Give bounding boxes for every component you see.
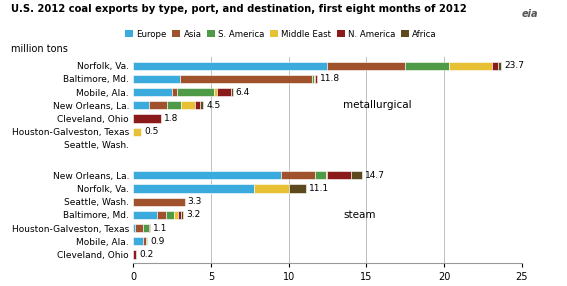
- Text: 4.5: 4.5: [206, 101, 221, 110]
- Bar: [142, 237, 146, 245]
- Bar: [133, 184, 255, 193]
- Bar: [200, 101, 203, 110]
- Bar: [448, 62, 492, 70]
- Bar: [133, 128, 141, 136]
- Bar: [351, 171, 362, 179]
- Bar: [142, 224, 149, 232]
- Bar: [314, 75, 315, 83]
- Bar: [133, 75, 180, 83]
- Bar: [328, 171, 351, 179]
- Bar: [196, 101, 200, 110]
- Bar: [405, 62, 448, 70]
- Bar: [498, 62, 501, 70]
- Text: eia: eia: [522, 9, 539, 19]
- Bar: [231, 88, 232, 96]
- Bar: [135, 224, 142, 232]
- Bar: [172, 88, 177, 96]
- Bar: [315, 171, 326, 179]
- Bar: [133, 114, 161, 123]
- Text: 11.8: 11.8: [320, 74, 340, 84]
- Bar: [492, 62, 498, 70]
- Text: 11.1: 11.1: [309, 184, 329, 193]
- Bar: [312, 75, 314, 83]
- Bar: [181, 101, 196, 110]
- Bar: [149, 101, 167, 110]
- Text: steam: steam: [343, 210, 375, 220]
- Text: 3.2: 3.2: [186, 210, 200, 219]
- Bar: [133, 224, 135, 232]
- Bar: [178, 211, 181, 219]
- Bar: [167, 101, 181, 110]
- Bar: [133, 88, 172, 96]
- Bar: [133, 62, 328, 70]
- Bar: [133, 211, 156, 219]
- Text: 14.7: 14.7: [365, 171, 385, 180]
- Text: 1.8: 1.8: [164, 114, 179, 123]
- Text: 6.4: 6.4: [236, 88, 250, 97]
- Bar: [328, 62, 405, 70]
- Bar: [133, 198, 184, 206]
- Bar: [281, 171, 315, 179]
- Bar: [174, 211, 178, 219]
- Bar: [177, 88, 214, 96]
- Bar: [133, 101, 149, 110]
- Text: million tons: million tons: [11, 44, 68, 54]
- Bar: [326, 171, 328, 179]
- Bar: [315, 75, 316, 83]
- Text: 0.2: 0.2: [139, 250, 154, 259]
- Bar: [255, 184, 289, 193]
- Bar: [180, 75, 312, 83]
- Bar: [166, 211, 174, 219]
- Bar: [146, 237, 147, 245]
- Bar: [149, 224, 150, 232]
- Bar: [156, 211, 166, 219]
- Bar: [217, 88, 231, 96]
- Bar: [133, 171, 281, 179]
- Bar: [133, 251, 136, 259]
- Legend: Europe, Asia, S. America, Middle East, N. America, Africa: Europe, Asia, S. America, Middle East, N…: [125, 29, 437, 39]
- Text: 0.9: 0.9: [150, 237, 164, 246]
- Bar: [289, 184, 306, 193]
- Text: 23.7: 23.7: [505, 61, 524, 70]
- Bar: [214, 88, 217, 96]
- Text: U.S. 2012 coal exports by type, port, and destination, first eight months of 201: U.S. 2012 coal exports by type, port, an…: [11, 4, 467, 14]
- Bar: [133, 237, 142, 245]
- Bar: [181, 211, 183, 219]
- Text: metallurgical: metallurgical: [343, 100, 412, 110]
- Text: 1.1: 1.1: [154, 224, 168, 233]
- Text: 0.5: 0.5: [144, 127, 159, 136]
- Text: 3.3: 3.3: [188, 197, 202, 206]
